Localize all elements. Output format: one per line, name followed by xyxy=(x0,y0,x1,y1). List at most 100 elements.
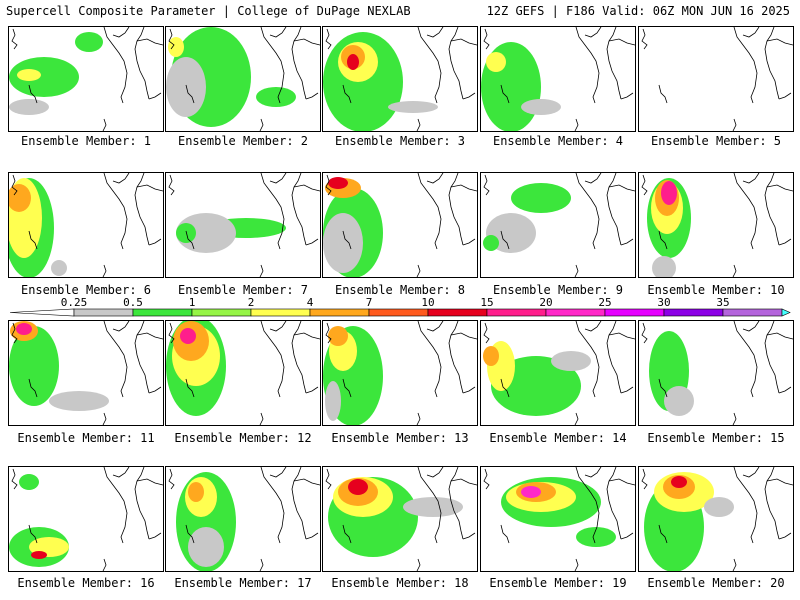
coastline xyxy=(293,332,320,340)
coastline xyxy=(450,478,477,486)
ensemble-map-panel xyxy=(480,320,636,426)
scp-contour-area xyxy=(19,474,39,490)
coastline xyxy=(269,27,287,38)
coastline xyxy=(102,264,107,277)
coastline xyxy=(606,467,622,540)
colorbar-tick-label: 20 xyxy=(539,296,552,309)
coastline xyxy=(732,118,737,131)
scp-contour-area xyxy=(31,551,47,559)
coastline xyxy=(426,27,444,38)
coastline xyxy=(416,264,421,277)
coastline xyxy=(742,173,760,184)
coastline xyxy=(483,28,490,50)
coastline xyxy=(102,558,107,571)
scp-contour-area xyxy=(483,235,499,251)
coastline xyxy=(620,386,634,394)
coastline xyxy=(11,322,18,344)
coastline xyxy=(620,532,634,540)
map-plot xyxy=(641,467,793,571)
coastline xyxy=(103,173,128,250)
coastline xyxy=(732,264,737,277)
coastline xyxy=(305,92,319,100)
colorbar-segment xyxy=(545,308,606,317)
ensemble-map-panel xyxy=(165,320,321,426)
coastline xyxy=(584,173,602,184)
scp-contour-area xyxy=(9,57,79,97)
coastline xyxy=(103,467,128,544)
scp-contour-area xyxy=(511,183,571,213)
colorbar-segment xyxy=(309,308,370,317)
member-label: Ensemble Member: 13 xyxy=(331,431,469,445)
coastline xyxy=(620,238,634,246)
coastline xyxy=(416,558,421,571)
coastline xyxy=(136,478,163,486)
coastline xyxy=(766,38,793,46)
member-label: Ensemble Member: 12 xyxy=(174,431,312,445)
map-plot xyxy=(9,27,163,131)
scp-contour-area xyxy=(176,223,196,243)
coastline xyxy=(426,173,444,184)
coastline xyxy=(483,468,490,490)
coastline xyxy=(305,386,319,394)
coastline xyxy=(778,92,792,100)
coastline xyxy=(259,412,264,425)
coastline xyxy=(608,332,635,340)
scp-contour-area xyxy=(348,479,368,495)
member-label: Ensemble Member: 1 xyxy=(20,134,152,148)
ensemble-map-panel xyxy=(8,320,164,426)
member-label: Ensemble Member: 3 xyxy=(334,134,466,148)
coastline xyxy=(584,467,602,478)
coastline xyxy=(416,118,421,131)
coastline xyxy=(426,321,444,332)
coastline xyxy=(450,184,477,192)
coastline xyxy=(641,28,648,50)
coastline xyxy=(766,478,793,486)
member-label: Ensemble Member: 9 xyxy=(492,283,624,297)
scp-contour-area xyxy=(188,482,204,502)
member-label: Ensemble Member: 14 xyxy=(489,431,627,445)
colorbar-tick-label: 0.5 xyxy=(123,296,143,309)
coastline xyxy=(185,524,195,544)
coastline xyxy=(448,27,464,100)
coastline xyxy=(260,467,285,544)
ensemble-map-panel xyxy=(165,172,321,278)
ensemble-map-panel xyxy=(8,172,164,278)
colorbar-segment xyxy=(368,308,429,317)
colorbar-max-arrow xyxy=(781,308,791,317)
coastline xyxy=(500,230,510,250)
map-plot xyxy=(9,467,163,571)
coastline xyxy=(606,173,622,246)
coastline xyxy=(462,92,476,100)
member-label: Ensemble Member: 19 xyxy=(489,576,627,590)
coastline xyxy=(136,184,163,192)
coastline xyxy=(168,322,175,344)
member-label: Ensemble Member: 17 xyxy=(174,576,312,590)
color-scale-bar: 0.25 0.5 1 2 4 7 10 15 20 25 30 35 xyxy=(0,296,800,320)
coastline xyxy=(742,321,760,332)
colorbar-segment xyxy=(663,308,724,317)
coastline xyxy=(325,468,332,490)
coastline xyxy=(733,467,758,544)
coastline xyxy=(28,378,38,398)
member-label: Ensemble Member: 15 xyxy=(647,431,785,445)
scp-contour-area xyxy=(9,99,49,115)
member-label: Ensemble Member: 20 xyxy=(647,576,785,590)
colorbar-tick-label: 15 xyxy=(480,296,493,309)
coastline xyxy=(732,558,737,571)
coastline xyxy=(641,468,648,490)
coastline xyxy=(778,386,792,394)
coastline xyxy=(293,478,320,486)
coastline xyxy=(448,321,464,394)
coastline xyxy=(291,173,307,246)
coastline xyxy=(112,173,130,184)
coastline xyxy=(575,467,600,544)
scp-contour-area xyxy=(75,32,103,52)
map-plot xyxy=(325,467,477,571)
coastline xyxy=(500,524,510,544)
member-label: Ensemble Member: 5 xyxy=(650,134,782,148)
coastline xyxy=(574,558,579,571)
coastline xyxy=(778,532,792,540)
coastline xyxy=(574,118,579,131)
coastline xyxy=(658,378,668,398)
ensemble-map-panel xyxy=(322,466,478,572)
